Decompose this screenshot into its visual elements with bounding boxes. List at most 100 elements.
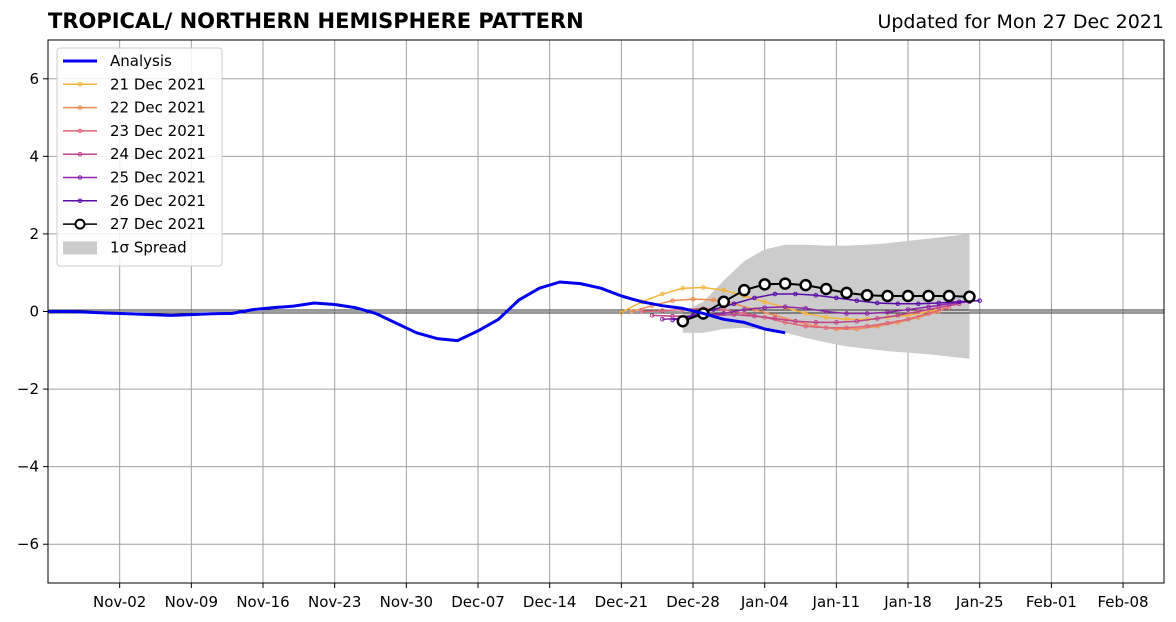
forecast-point (670, 317, 675, 323)
forecast-point (844, 325, 849, 331)
legend-item: 1σ Spread (63, 238, 187, 256)
y-axis-ticks: −6 −4 −2 0 2 4 6 (17, 70, 48, 553)
legend-item: 24 Dec 2021 (63, 145, 206, 163)
forecast-point (752, 307, 757, 312)
legend-label: 26 Dec 2021 (110, 192, 206, 210)
forecast-point (977, 298, 983, 303)
x-tick-label: Feb-01 (1026, 593, 1077, 611)
x-tick-label: Dec-07 (451, 593, 505, 611)
chart-title: TROPICAL/ NORTHERN HEMISPHERE PATTERN (48, 9, 584, 33)
x-tick-label: Nov-16 (236, 593, 289, 611)
x-tick-label: Feb-08 (1098, 593, 1149, 611)
forecast-point (823, 315, 829, 320)
forecast-point (731, 312, 737, 317)
x-tick-label: Dec-14 (523, 593, 577, 611)
forecast-point (721, 287, 727, 293)
legend-label: 23 Dec 2021 (110, 122, 206, 140)
x-tick-label: Jan-04 (740, 593, 789, 611)
forecast-point (660, 308, 665, 314)
forecast-point (864, 311, 870, 316)
forecast-point (895, 313, 901, 318)
forecast-point (823, 309, 829, 314)
forecast-point (922, 289, 935, 303)
y-tick-label: 4 (29, 147, 39, 165)
forecast-point (875, 300, 880, 306)
legend-label: Analysis (110, 52, 172, 70)
forecast-point (741, 307, 747, 312)
forecast-line (641, 306, 950, 329)
x-tick-label: Jan-18 (883, 593, 932, 611)
updated-date: Updated for Mon 27 Dec 2021 (877, 11, 1164, 33)
forecast-point (752, 313, 757, 319)
forecast-point (782, 304, 788, 310)
forecast-point (963, 290, 976, 304)
legend-label: 1σ Spread (110, 238, 187, 256)
legend-item: 25 Dec 2021 (63, 169, 206, 187)
forecast-point (819, 282, 833, 296)
forecast-point (875, 316, 880, 321)
x-tick-label: Dec-28 (666, 593, 720, 611)
forecast-point (840, 286, 853, 300)
forecast-point (956, 299, 962, 305)
forecast-point (915, 309, 921, 314)
forecast-point (901, 289, 915, 303)
forecast-point (758, 278, 771, 291)
x-tick-label: Nov-30 (380, 593, 433, 611)
x-tick-label: Jan-11 (812, 593, 861, 611)
y-tick-label: −6 (17, 535, 39, 553)
forecast-point (881, 289, 894, 303)
legend-marker (77, 151, 83, 157)
legend-item: 21 Dec 2021 (63, 75, 206, 93)
forecast-point (737, 283, 751, 297)
forecast-point (860, 288, 874, 302)
forecast-point (793, 318, 798, 324)
legend-marker (77, 198, 83, 204)
x-axis-ticks: Nov-02 Nov-09 Nov-16 Nov-23 Nov-30 Dec-07 Dec-… (93, 583, 1149, 611)
forecast-point (803, 311, 808, 316)
legend-item: 23 Dec 2021 (63, 122, 206, 140)
forecast-point (942, 289, 956, 303)
legend-label: 24 Dec 2021 (110, 145, 206, 163)
forecast-point (905, 307, 911, 312)
analysis-series (48, 280, 786, 343)
x-tick-label: Nov-02 (93, 593, 146, 611)
forecast-point (926, 304, 931, 310)
forecast-series-27-dec-2021 (676, 277, 976, 328)
forecast-point (905, 316, 911, 322)
forecast-point (680, 285, 686, 291)
forecast-point (762, 305, 767, 310)
legend-item: 22 Dec 2021 (63, 99, 206, 117)
forecast-point (926, 311, 931, 316)
forecast-point (834, 295, 839, 301)
legend-marker (77, 128, 83, 134)
forecast-point (717, 295, 730, 309)
forecast-point (690, 296, 696, 302)
forecast-point (813, 320, 819, 325)
forecast-series (619, 277, 983, 332)
forecast-point (915, 301, 921, 307)
legend: Analysis 21 Dec 2021 22 Dec 2021 23 Dec 202… (56, 47, 223, 267)
forecast-series-22-dec-2021 (629, 296, 942, 332)
forecast-point (834, 320, 839, 325)
legend-marker (77, 175, 83, 180)
y-tick-label: 0 (29, 303, 39, 321)
analysis-line (48, 280, 786, 343)
forecast-point (803, 323, 808, 329)
grid-lines (48, 40, 1164, 583)
forecast-point (844, 311, 849, 316)
forecast-point (778, 277, 792, 290)
forecast-series-21-dec-2021 (619, 285, 952, 322)
forecast-point (619, 309, 624, 315)
forecast-point (670, 298, 675, 303)
forecast-point (676, 314, 690, 328)
y-tick-label: 6 (29, 70, 39, 88)
x-tick-label: Nov-23 (308, 593, 361, 611)
forecast-point (823, 325, 829, 331)
legend-marker (77, 82, 83, 87)
legend-box (56, 47, 223, 267)
forecast-point (660, 291, 665, 297)
legend-label: 22 Dec 2021 (110, 99, 206, 117)
x-tick-label: Dec-21 (595, 593, 649, 611)
y-tick-label: −4 (17, 458, 39, 476)
